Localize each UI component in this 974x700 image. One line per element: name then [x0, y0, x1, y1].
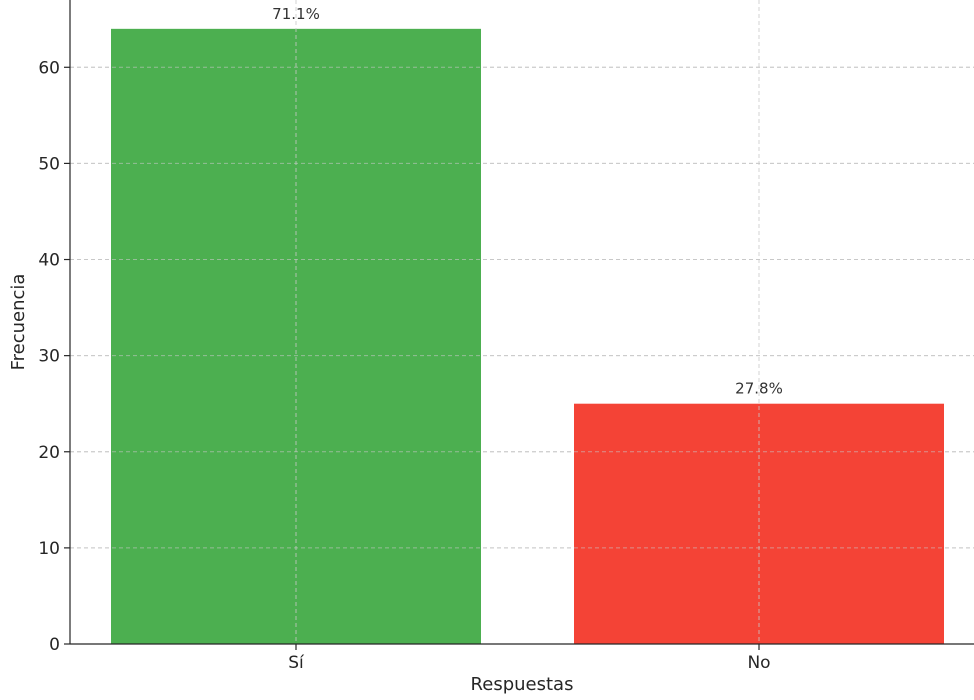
y-tick-label: 30 [38, 347, 60, 367]
axes [69, 0, 974, 645]
y-tick-label: 60 [38, 58, 60, 78]
data-labels: 71.1% 27.8% [272, 5, 783, 398]
y-tick-label: 10 [38, 539, 60, 559]
bar-no [574, 403, 944, 644]
bar-data-label: 71.1% [272, 5, 320, 23]
y-tick-label: 0 [49, 635, 60, 655]
y-axis-title: Frecuencia [8, 274, 29, 371]
x-tick-label: No [747, 653, 770, 673]
bar-data-label: 27.8% [735, 380, 783, 398]
y-tick-label: 40 [38, 251, 60, 271]
x-tick-label: Sí [288, 653, 305, 673]
bars [70, 0, 974, 645]
ticks: 0 10 20 30 40 50 60 Sí No [38, 58, 770, 673]
y-tick-label: 50 [38, 154, 60, 174]
x-axis-title: Respuestas [471, 674, 574, 695]
y-tick-label: 20 [38, 443, 60, 463]
